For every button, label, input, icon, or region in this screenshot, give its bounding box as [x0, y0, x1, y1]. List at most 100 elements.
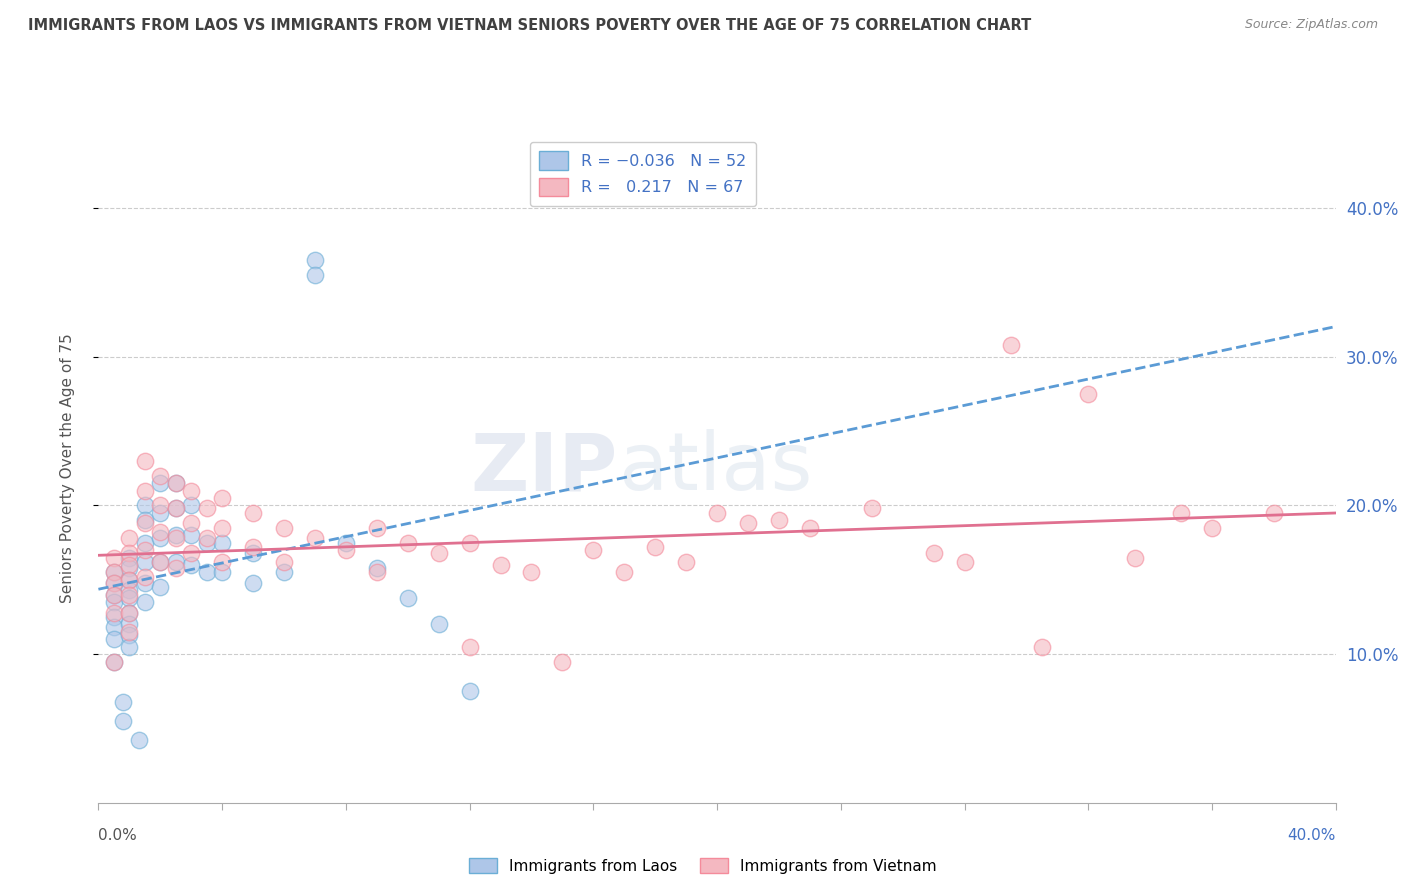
Point [118, 628, 141, 642]
Point [118, 573, 141, 587]
Point [551, 655, 574, 669]
Point [103, 550, 125, 565]
Point [118, 617, 141, 632]
Point [427, 617, 450, 632]
Point [195, 501, 218, 516]
Point [103, 632, 125, 647]
Point [134, 454, 156, 468]
Point [458, 684, 481, 698]
Point [165, 476, 187, 491]
Y-axis label: Seniors Poverty Over the Age of 75: Seniors Poverty Over the Age of 75 [60, 334, 75, 603]
Point [953, 555, 976, 569]
Point [180, 516, 202, 531]
Point [134, 595, 156, 609]
Legend: R = −0.036   N = 52, R =   0.217   N = 67: R = −0.036 N = 52, R = 0.217 N = 67 [530, 142, 756, 206]
Point [458, 535, 481, 549]
Point [180, 546, 202, 560]
Point [335, 535, 357, 549]
Point [1170, 506, 1192, 520]
Point [118, 624, 141, 639]
Point [211, 566, 233, 580]
Point [427, 546, 450, 560]
Point [103, 655, 125, 669]
Point [112, 695, 135, 709]
Point [1077, 387, 1099, 401]
Point [366, 566, 388, 580]
Point [242, 575, 264, 590]
Point [195, 566, 218, 580]
Point [273, 566, 295, 580]
Point [118, 531, 141, 545]
Point [211, 521, 233, 535]
Point [118, 561, 141, 575]
Point [737, 516, 759, 531]
Point [134, 499, 156, 513]
Point [134, 535, 156, 549]
Point [165, 555, 187, 569]
Point [103, 575, 125, 590]
Point [396, 591, 419, 605]
Point [195, 535, 218, 549]
Point [149, 555, 172, 569]
Point [103, 566, 125, 580]
Point [242, 540, 264, 554]
Point [1123, 550, 1146, 565]
Point [273, 521, 295, 535]
Point [103, 620, 125, 634]
Point [366, 521, 388, 535]
Point [304, 253, 326, 268]
Point [165, 531, 187, 545]
Point [768, 513, 790, 527]
Point [165, 476, 187, 491]
Point [103, 595, 125, 609]
Point [211, 535, 233, 549]
Point [103, 606, 125, 620]
Point [582, 543, 605, 558]
Point [118, 588, 141, 602]
Point [860, 501, 883, 516]
Point [103, 588, 125, 602]
Point [134, 516, 156, 531]
Point [149, 531, 172, 545]
Point [128, 733, 150, 747]
Point [458, 640, 481, 654]
Point [180, 483, 202, 498]
Point [1031, 640, 1053, 654]
Point [103, 575, 125, 590]
Point [706, 506, 728, 520]
Point [165, 528, 187, 542]
Text: atlas: atlas [619, 429, 813, 508]
Point [103, 610, 125, 624]
Text: 0.0%: 0.0% [98, 828, 138, 843]
Point [520, 566, 543, 580]
Point [165, 561, 187, 575]
Point [134, 543, 156, 558]
Point [304, 268, 326, 282]
Point [675, 555, 697, 569]
Point [103, 566, 125, 580]
Point [118, 573, 141, 587]
Point [149, 476, 172, 491]
Point [304, 531, 326, 545]
Point [103, 588, 125, 602]
Point [134, 555, 156, 569]
Point [118, 591, 141, 605]
Point [134, 483, 156, 498]
Point [273, 555, 295, 569]
Point [134, 513, 156, 527]
Point [335, 543, 357, 558]
Point [489, 558, 512, 572]
Point [134, 570, 156, 584]
Text: Source: ZipAtlas.com: Source: ZipAtlas.com [1244, 18, 1378, 31]
Point [118, 606, 141, 620]
Point [112, 714, 135, 728]
Point [118, 550, 141, 565]
Text: IMMIGRANTS FROM LAOS VS IMMIGRANTS FROM VIETNAM SENIORS POVERTY OVER THE AGE OF : IMMIGRANTS FROM LAOS VS IMMIGRANTS FROM … [28, 18, 1032, 33]
Point [149, 580, 172, 594]
Point [165, 501, 187, 516]
Point [180, 558, 202, 572]
Text: ZIP: ZIP [471, 429, 619, 508]
Point [1000, 338, 1022, 352]
Point [366, 561, 388, 575]
Point [922, 546, 945, 560]
